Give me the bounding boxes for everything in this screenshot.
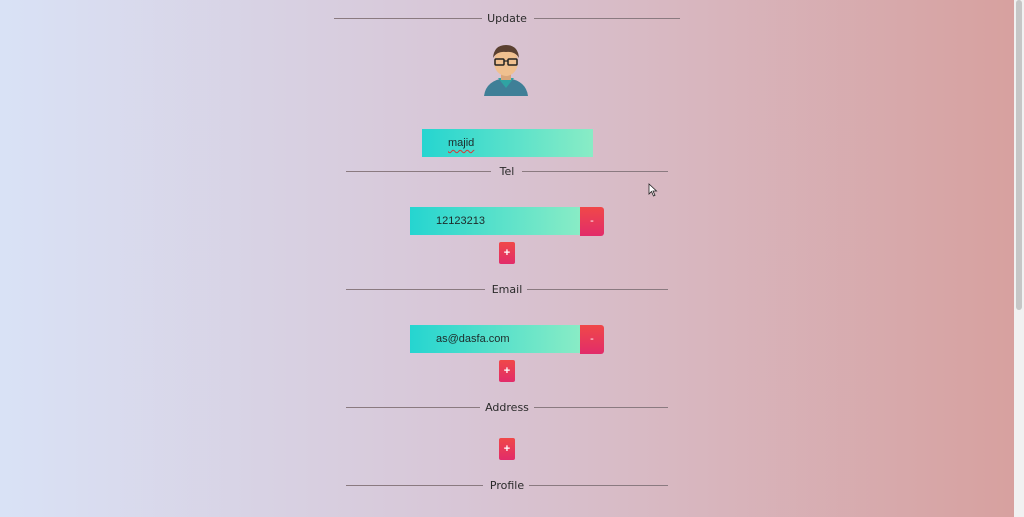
section-title-profile: Profile (489, 479, 525, 492)
section-divider-update: Update (334, 9, 680, 29)
section-divider-tel: Tel (346, 162, 668, 182)
remove-email-button[interactable]: - (580, 325, 604, 354)
section-title-email: Email (491, 283, 523, 296)
tel-value: 12123213 (436, 215, 485, 227)
tel-field[interactable]: 12123213 (410, 207, 581, 235)
add-email-button[interactable]: + (499, 360, 515, 382)
remove-tel-button[interactable]: - (580, 207, 604, 236)
scrollbar-thumb[interactable] (1016, 0, 1022, 310)
email-field[interactable]: as@dasfa.com (410, 325, 581, 353)
page-scrollbar[interactable] (1014, 0, 1024, 517)
name-value: majid (448, 137, 475, 149)
section-title-address: Address (485, 401, 529, 414)
name-field[interactable]: majid (422, 129, 593, 157)
section-divider-address: Address (346, 398, 668, 418)
mouse-pointer-icon (648, 182, 658, 201)
avatar-icon (484, 45, 528, 96)
add-address-button[interactable]: + (499, 438, 515, 460)
section-divider-profile: Profile (346, 476, 668, 496)
email-value: as@dasfa.com (436, 333, 510, 345)
section-title-tel: Tel (499, 165, 515, 178)
section-title-update: Update (487, 12, 527, 25)
add-tel-button[interactable]: + (499, 242, 515, 264)
avatar (482, 42, 530, 98)
section-divider-email: Email (346, 280, 668, 300)
